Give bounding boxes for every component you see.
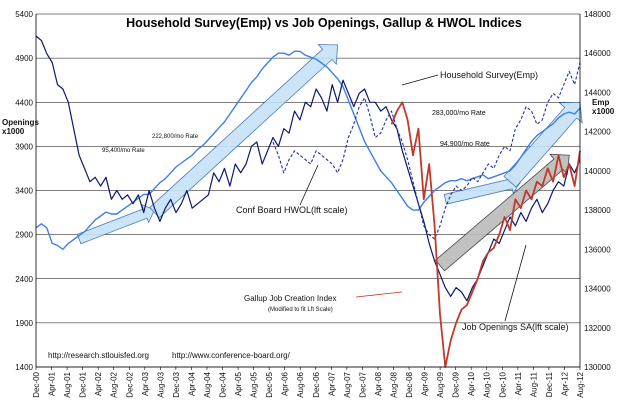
series-group xyxy=(35,35,581,368)
x-tick-label: Aug-04 xyxy=(203,371,212,397)
x-tick-label: Apr-05 xyxy=(234,371,243,396)
annotation-gallup-note: (Modified to fit Lft Scale) xyxy=(268,307,333,313)
x-tick-label: Aug-02 xyxy=(110,371,119,397)
right-tick-label: 136000 xyxy=(584,245,611,254)
annotation-household: Household Survey(Emp) xyxy=(440,70,538,80)
annotation-rate-4: 94,900/mo Rate xyxy=(440,141,490,148)
chart-title: Household Survey(Emp) vs Job Openings, G… xyxy=(126,16,522,30)
trend-arrow-4 xyxy=(503,101,583,188)
x-tick-label: Aug-07 xyxy=(343,371,352,397)
annotation-rate-2: 222,800/mo Rate xyxy=(152,134,199,140)
left-axis-label: Openings x1000 xyxy=(2,118,39,136)
x-tick-label: Dec-05 xyxy=(265,371,274,397)
right-tick-label: 132000 xyxy=(584,324,611,333)
household-line xyxy=(35,50,581,250)
right-tick-label: 148000 xyxy=(584,10,611,19)
axes: 1400 1900 2400 2900 3400 3900 4400 4900 5400 1300… xyxy=(15,10,611,398)
x-tick-label: Dec-08 xyxy=(405,371,414,397)
right-axis-label-line: x1000 xyxy=(592,107,615,116)
annotation-household-pointer xyxy=(401,74,439,86)
right-tick-label: 144000 xyxy=(584,88,611,97)
footer-source-1: http://research.stlouisfed.org xyxy=(48,351,149,360)
footer-source-2: http://www.conference-board.org/ xyxy=(172,351,291,360)
right-tick-label: 138000 xyxy=(584,206,611,215)
annotation-rate-1: 95,400/mo Rate xyxy=(102,148,145,154)
x-tick-label: Dec-06 xyxy=(312,371,321,397)
right-tick-label: 146000 xyxy=(584,49,611,58)
x-tick-label: Apr-10 xyxy=(467,371,476,396)
x-tick-label: Dec-10 xyxy=(498,371,507,397)
job-openings-line xyxy=(35,35,581,302)
hwol-line xyxy=(272,62,581,240)
x-tick-label: Apr-07 xyxy=(327,371,336,396)
trend-arrow-2 xyxy=(149,44,339,219)
x-tick-label: Apr-09 xyxy=(421,371,430,396)
x-tick-label: Aug-08 xyxy=(389,371,398,397)
x-tick-label: Apr-12 xyxy=(560,371,569,396)
left-tick-label: 5400 xyxy=(15,10,33,19)
left-tick-label: 3400 xyxy=(15,187,33,196)
annotation-gallup-pointer xyxy=(355,291,403,298)
left-tick-label: 3900 xyxy=(15,142,33,151)
left-axis-label-line: Openings xyxy=(2,118,39,127)
right-axis-label: Emp x1000 xyxy=(592,98,615,116)
x-tick-label: Apr-02 xyxy=(94,371,103,396)
x-tick-label: Dec-04 xyxy=(219,371,228,397)
x-tick-label: Dec-01 xyxy=(79,371,88,397)
x-tick-label: Dec-07 xyxy=(358,371,367,397)
right-tick-label: 134000 xyxy=(584,285,611,294)
annotation-rate-3: 283,000/mo Rate xyxy=(432,110,486,117)
x-tick-label: Aug-06 xyxy=(296,371,305,397)
right-tick-label: 130000 xyxy=(584,363,611,372)
annotation-hwol-pointer xyxy=(299,164,319,206)
x-tick-label: Dec-02 xyxy=(125,371,134,397)
x-tick-label: Apr-06 xyxy=(281,371,290,396)
gallup-line xyxy=(390,101,581,368)
x-tick-label: Aug-05 xyxy=(250,371,259,397)
right-axis-label-line: Emp xyxy=(592,98,609,107)
x-tick-label: Dec-00 xyxy=(32,371,41,397)
x-tick-label: Dec-03 xyxy=(172,371,181,397)
x-tick-label: Aug-03 xyxy=(156,371,165,397)
right-tick-label: 142000 xyxy=(584,128,611,137)
x-tick-label: Apr-03 xyxy=(141,371,150,396)
trend-arrow-1 xyxy=(76,203,156,245)
left-tick-label: 2900 xyxy=(15,231,33,240)
annotation-job-openings-pointer xyxy=(504,244,527,322)
x-tick-label: Apr-08 xyxy=(374,371,383,396)
right-tick-label: 140000 xyxy=(584,167,611,176)
left-tick-label: 4400 xyxy=(15,98,33,107)
x-tick-label: Apr-01 xyxy=(48,371,57,396)
x-tick-label: Apr-04 xyxy=(187,371,196,396)
annotation-gallup: Gallup Job Creation Index xyxy=(244,294,337,303)
annotation-hwol: Conf Board HWOL(lft scale) xyxy=(236,205,348,215)
x-tick-label: Aug-01 xyxy=(63,371,72,397)
left-tick-label: 1900 xyxy=(15,319,33,328)
x-tick-label: Apr-11 xyxy=(514,371,523,395)
x-tick-label: Aug-12 xyxy=(576,371,585,397)
left-axis-label-line: x1000 xyxy=(2,127,25,136)
x-tick-label: Dec-11 xyxy=(545,371,554,397)
x-tick-label: Aug-10 xyxy=(483,371,492,397)
annotation-job-openings: Job Openings SA(lft scale) xyxy=(462,322,569,332)
left-tick-label: 4900 xyxy=(15,54,33,63)
x-tick-label: Aug-11 xyxy=(529,371,538,397)
left-tick-label: 2400 xyxy=(15,275,33,284)
left-tick-label: 1400 xyxy=(15,363,33,372)
x-tick-label: Aug-09 xyxy=(436,371,445,397)
x-tick-label: Dec-09 xyxy=(452,371,461,397)
